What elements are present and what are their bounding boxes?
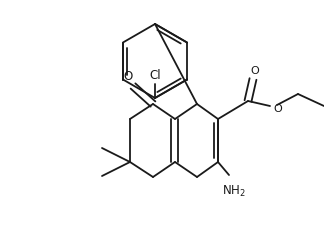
Text: O: O (123, 70, 133, 83)
Text: O: O (251, 66, 260, 76)
Text: NH$_2$: NH$_2$ (222, 183, 246, 198)
Text: Cl: Cl (149, 69, 161, 82)
Text: O: O (273, 104, 282, 114)
